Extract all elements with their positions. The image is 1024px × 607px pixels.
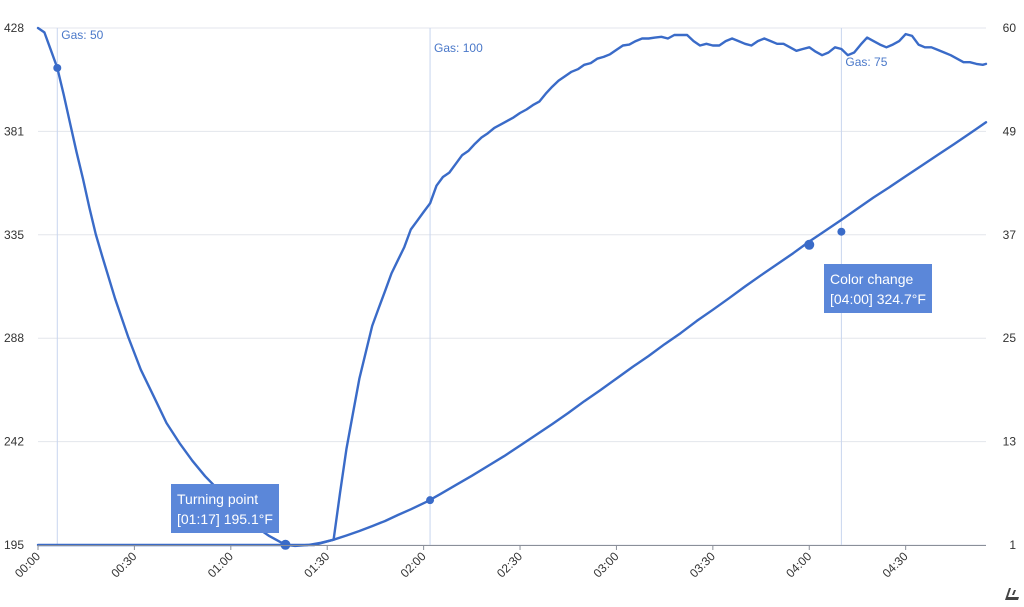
x-tick-label: 00:00 (12, 549, 43, 580)
event-marker-label: Gas: 75 (845, 55, 887, 69)
y-right-tick-label: 1 (1009, 538, 1016, 552)
x-tick-label: 00:30 (108, 549, 139, 580)
event-marker-point (53, 63, 62, 72)
annotation-point (804, 239, 815, 250)
x-tick-label: 04:00 (783, 549, 814, 580)
y-right-tick-label: 13 (1003, 435, 1017, 449)
annotation-title: Color change (830, 271, 914, 287)
y-right-tick-label: 37 (1003, 228, 1017, 242)
event-marker-point (837, 227, 846, 236)
event-marker-label: Gas: 100 (434, 41, 483, 55)
x-tick-label: 03:30 (687, 549, 718, 580)
annotation-detail: [01:17] 195.1°F (177, 511, 273, 527)
y-left-tick-label: 335 (4, 228, 24, 242)
event-marker-point (426, 496, 435, 505)
y-left-tick-label: 381 (4, 124, 24, 138)
annotation-callout-color-change: Color change [04:00] 324.7°F (824, 264, 932, 313)
y-right-tick-label: 49 (1003, 124, 1017, 138)
y-left-tick-label: 242 (4, 435, 24, 449)
annotation-callout-turning-point: Turning point [01:17] 195.1°F (171, 484, 279, 533)
y-left-tick-label: 428 (4, 21, 24, 35)
annotation-detail: [04:00] 324.7°F (830, 291, 926, 307)
y-axis-right: 1 13 25 37 49 60 (1003, 21, 1017, 552)
x-tick-label: 02:00 (398, 549, 429, 580)
brand-logo-icon (1005, 588, 1019, 600)
annotation-point (280, 539, 291, 550)
event-markers: Gas: 50 Gas: 100 Gas: 75 (56, 28, 888, 545)
x-tick-label: 01:00 (205, 549, 236, 580)
y-right-tick-label: 25 (1003, 331, 1017, 345)
y-axis-left: 195 242 288 335 381 428 (4, 21, 24, 552)
y-left-tick-label: 288 (4, 331, 24, 345)
event-marker-label: Gas: 50 (61, 28, 103, 42)
y-right-tick-label: 60 (1003, 21, 1017, 35)
x-tick-label: 04:30 (880, 549, 911, 580)
x-axis: 00:00 00:30 01:00 01:30 02:00 02:30 03:00 03:30… (12, 545, 986, 580)
x-tick-label: 01:30 (301, 549, 332, 580)
y-left-tick-label: 195 (4, 538, 24, 552)
data-points (53, 63, 846, 550)
x-tick-label: 02:30 (494, 549, 525, 580)
series-line-right-axis (36, 32, 988, 547)
annotation-title: Turning point (177, 491, 259, 507)
x-tick-label: 03:00 (590, 549, 621, 580)
